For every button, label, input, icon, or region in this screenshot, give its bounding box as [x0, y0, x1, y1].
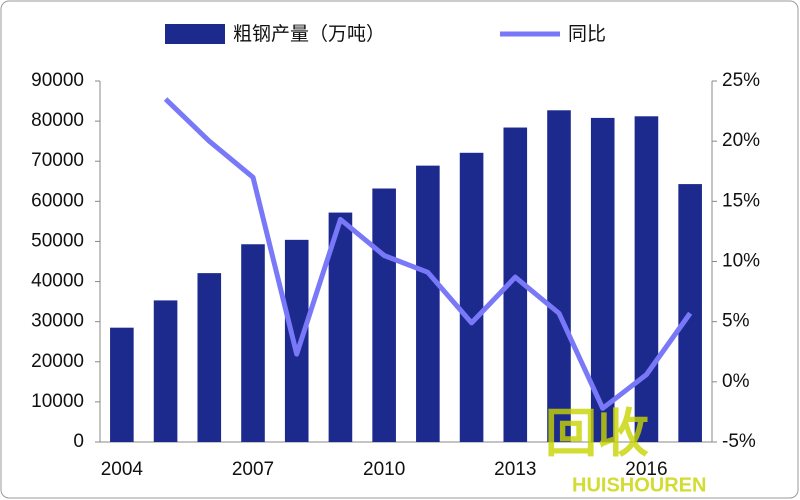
y2-tick-label: 0% — [722, 371, 750, 392]
y2-tick-label: 10% — [722, 251, 760, 272]
y-tick-label: 20000 — [31, 351, 84, 372]
bar — [110, 327, 134, 442]
legend-label: 同比 — [568, 23, 606, 45]
y-tick-label: 10000 — [31, 391, 84, 412]
x-tick-label: 2004 — [101, 459, 144, 480]
y-tick-label: 40000 — [31, 271, 84, 292]
y2-tick-label: -5% — [722, 431, 756, 452]
y-tick-label: 90000 — [31, 70, 84, 91]
y2-tick-label: 25% — [722, 70, 760, 91]
bar — [372, 188, 396, 442]
y-tick-label: 0 — [73, 431, 84, 452]
line — [163, 97, 693, 411]
y2-tick-label: 15% — [722, 190, 760, 211]
bar — [503, 127, 528, 442]
x-tick-label: 2016 — [625, 459, 667, 480]
x-tick-label: 2013 — [494, 459, 536, 480]
y-tick-label: 70000 — [31, 150, 84, 171]
legend-swatch — [165, 24, 225, 44]
bar — [416, 165, 440, 442]
bar — [241, 244, 265, 442]
y-tick-label: 30000 — [31, 311, 84, 332]
bar — [634, 116, 659, 442]
y-tick-label: 80000 — [31, 110, 84, 131]
y-tick-label: 50000 — [31, 230, 84, 251]
bar — [284, 239, 309, 442]
y2-tick-label: 20% — [722, 130, 760, 151]
bar — [678, 184, 702, 442]
y-tick-label: 60000 — [31, 190, 84, 211]
x-tick-label: 2010 — [363, 459, 405, 480]
x-tick-label: 2007 — [232, 459, 274, 480]
bar — [197, 273, 222, 442]
bar — [328, 212, 353, 442]
y2-tick-label: 5% — [722, 311, 750, 332]
watermark: 回收 — [545, 406, 649, 464]
bar — [153, 300, 178, 442]
bar — [547, 110, 571, 442]
bar — [459, 152, 484, 442]
watermark: HUISHOUREN — [572, 474, 706, 496]
legend-label: 粗钢产量（万吨） — [233, 23, 385, 45]
bar — [590, 117, 615, 442]
